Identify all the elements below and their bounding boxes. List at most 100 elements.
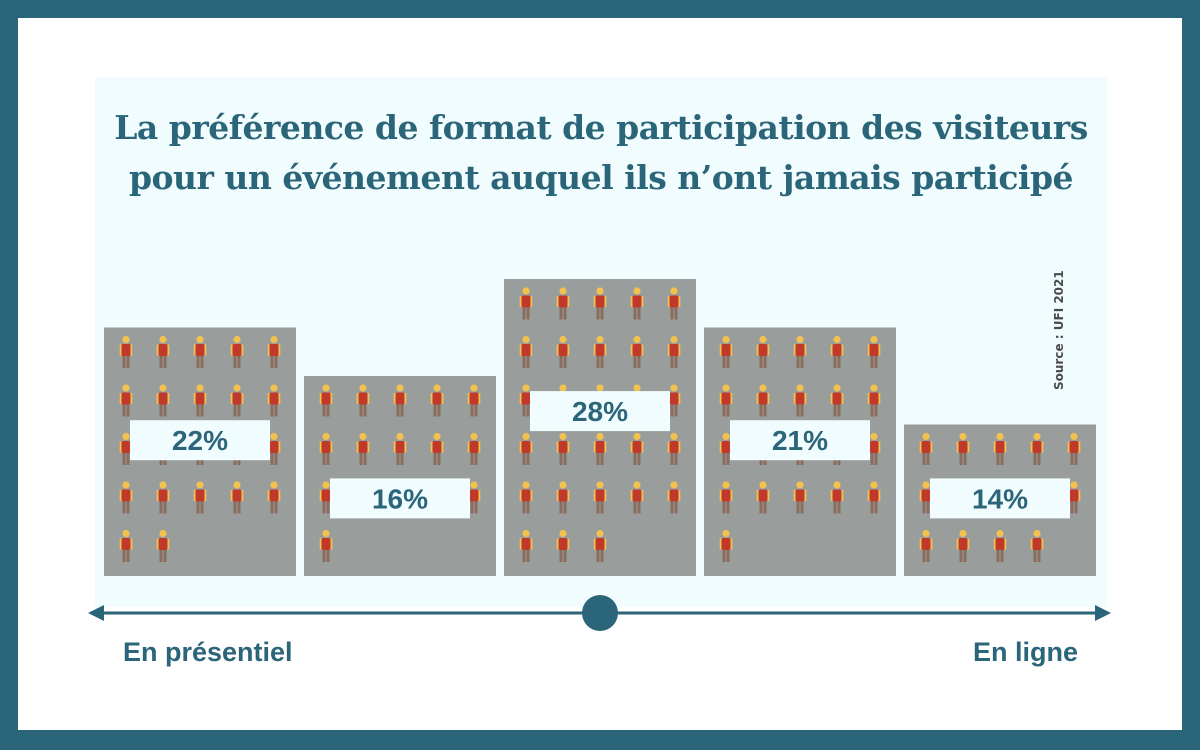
person-icon (430, 384, 444, 417)
person-icon (430, 432, 444, 465)
person-icon (319, 432, 333, 465)
person-icon (519, 481, 533, 514)
title-line-2: pour un événement auquel ils n’ont jamai… (128, 158, 1074, 197)
value-label: 22% (172, 425, 228, 456)
person-icon (556, 481, 570, 514)
person-icon (993, 432, 1007, 465)
person-icon (193, 481, 207, 514)
person-icon (667, 335, 681, 368)
value-label: 21% (772, 425, 828, 456)
person-icon (593, 287, 607, 320)
person-icon (919, 432, 933, 465)
person-icon (793, 335, 807, 368)
value-label-box (530, 391, 670, 432)
person-icon (630, 287, 644, 320)
person-icon (919, 481, 933, 514)
person-icon (956, 432, 970, 465)
person-icon (393, 384, 407, 417)
person-icon (519, 432, 533, 465)
left-arrow-icon (88, 605, 104, 621)
person-icon (630, 335, 644, 368)
person-icon (193, 384, 207, 417)
person-icon (667, 287, 681, 320)
person-icon (867, 432, 881, 465)
bar-group: 16% (304, 376, 496, 576)
person-icon (830, 335, 844, 368)
person-icon (593, 432, 607, 465)
person-icon (519, 335, 533, 368)
person-icon (556, 335, 570, 368)
person-icon (156, 481, 170, 514)
person-icon (556, 529, 570, 562)
value-label: 16% (372, 483, 428, 514)
person-icon (230, 384, 244, 417)
person-icon (830, 481, 844, 514)
person-icon (630, 432, 644, 465)
person-icon (919, 529, 933, 562)
person-icon (593, 529, 607, 562)
person-icon (719, 335, 733, 368)
person-icon (319, 384, 333, 417)
axis-left-label: En présentiel (123, 637, 293, 667)
bars-layer: 22% 16% 28% 21% 14% (104, 279, 1096, 576)
person-icon (356, 432, 370, 465)
person-icon (119, 481, 133, 514)
person-icon (719, 481, 733, 514)
person-icon (119, 384, 133, 417)
person-icon (319, 529, 333, 562)
bar (304, 376, 496, 576)
person-icon (267, 335, 281, 368)
value-label: 14% (972, 483, 1028, 514)
bar-group: 21% (704, 327, 896, 576)
person-icon (267, 481, 281, 514)
person-icon (556, 432, 570, 465)
person-icon (230, 481, 244, 514)
person-icon (867, 335, 881, 368)
person-icon (467, 432, 481, 465)
person-icon (593, 481, 607, 514)
person-icon (830, 384, 844, 417)
person-icon (593, 335, 607, 368)
person-icon (519, 529, 533, 562)
person-icon (793, 481, 807, 514)
person-icon (993, 529, 1007, 562)
person-icon (956, 529, 970, 562)
value-label-box (330, 478, 470, 519)
axis-layer (88, 595, 1111, 631)
person-icon (556, 287, 570, 320)
value-label-box (930, 478, 1070, 519)
axis-right-label: En ligne (972, 637, 1078, 667)
value-label-box (130, 420, 270, 461)
person-icon (230, 335, 244, 368)
person-icon (119, 335, 133, 368)
bar-group: 22% (104, 327, 296, 576)
person-icon (467, 384, 481, 417)
chart-title: La préférence de format de participation… (95, 103, 1107, 203)
person-icon (867, 481, 881, 514)
bar-group: 28% (504, 279, 696, 576)
person-icon (719, 384, 733, 417)
person-icon (156, 529, 170, 562)
person-icon (867, 384, 881, 417)
person-icon (667, 481, 681, 514)
bar-group: 14% (904, 424, 1096, 576)
axis-center-dot (582, 595, 618, 631)
value-label: 28% (572, 396, 628, 427)
value-label-box (730, 420, 870, 461)
person-icon (393, 432, 407, 465)
person-icon (356, 384, 370, 417)
person-icon (193, 335, 207, 368)
person-icon (267, 384, 281, 417)
right-arrow-icon (1095, 605, 1111, 621)
title-line-1: La préférence de format de participation… (114, 108, 1088, 147)
person-icon (756, 384, 770, 417)
person-icon (630, 481, 644, 514)
person-icon (719, 529, 733, 562)
person-icon (1030, 529, 1044, 562)
person-icon (156, 335, 170, 368)
person-icon (756, 335, 770, 368)
person-icon (1067, 432, 1081, 465)
person-icon (156, 384, 170, 417)
person-icon (119, 529, 133, 562)
